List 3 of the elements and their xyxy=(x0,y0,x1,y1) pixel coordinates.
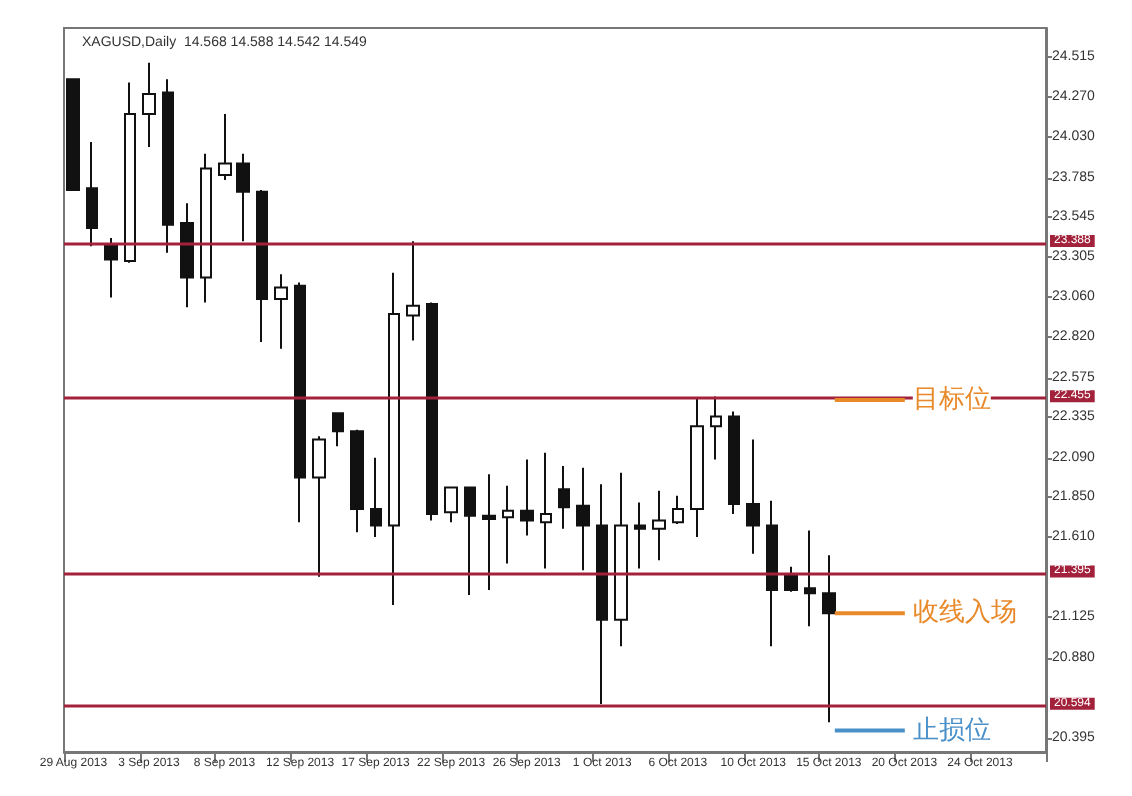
annotation: 止损位 xyxy=(912,715,991,746)
annotation: 收线入场 xyxy=(912,598,1017,629)
annotation: 目标位 xyxy=(912,384,991,415)
